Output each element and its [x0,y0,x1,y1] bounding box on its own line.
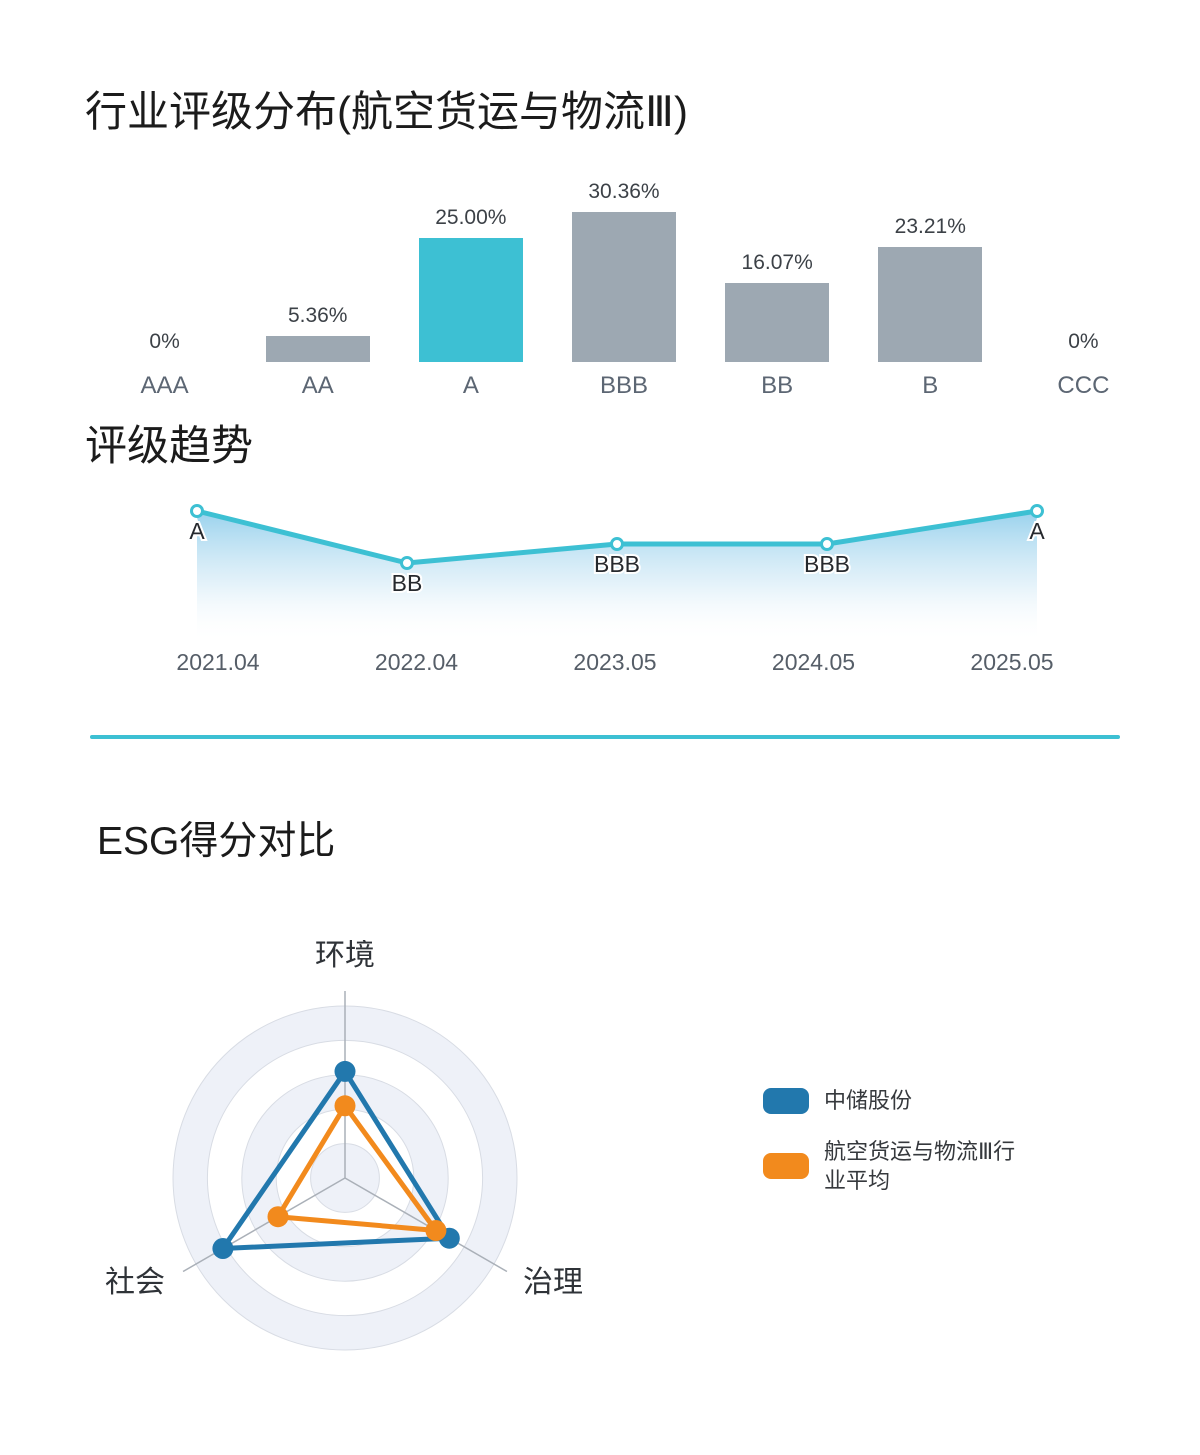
section-divider [90,735,1120,739]
bar-value-label: 23.21% [894,215,966,238]
bar-value-label: 5.36% [287,304,348,327]
radar-point-company-社会 [212,1238,234,1259]
trend-marker-2023.05 [610,537,624,551]
rating-distribution-category-axis: AAA AA A BBB BB B CCC [88,372,1160,400]
bar-A [418,238,523,362]
radar-axis-label-环境: 环境 [315,940,375,972]
bar-AA [265,336,370,362]
legend-label: 航空货运与物流Ⅲ行业平均 [824,1139,1016,1193]
chart-legend: 中储股份航空货运与物流Ⅲ行业平均 [763,1086,1036,1195]
category-label-BBB: BBB [599,372,648,399]
bar-column-AA: 5.36% [241,180,394,362]
trend-point-rating-label: A [1029,518,1045,544]
radar-axis-label-社会: 社会 [105,1266,165,1299]
radar-point-company-环境 [334,1060,356,1082]
trend-x-label-2023.05: 2023.05 [573,649,657,675]
bar-value-label: 25.00% [435,206,507,229]
radar-point-industry-环境 [334,1095,356,1117]
bar-value-label: 0% [149,330,180,353]
radar-point-industry-社会 [267,1206,289,1228]
trend-marker-2021.04 [190,504,204,518]
radar-series-polygon-company [220,1068,452,1251]
radar-axis-label-治理: 治理 [523,1266,583,1299]
esg-comparison-title: ESG得分对比 [97,820,336,863]
legend-item-industry-average[interactable]: 航空货运与物流Ⅲ行业平均 [763,1137,1036,1195]
rating-distribution-bar-chart: 0% 5.36% 25.00% 30.36% 16.07% 23.21% 0% [88,180,1160,362]
category-label-BB: BB [761,372,794,399]
bar-column-BBB: 30.36% [547,180,700,362]
category-label-AA: AA [301,372,334,399]
rating-trend-title: 评级趋势 [85,422,254,469]
trend-x-label-2022.04: 2022.04 [374,649,459,675]
trend-x-label-2025.05: 2025.05 [970,649,1054,675]
trend-point-rating-label: A [189,518,205,544]
trend-marker-2024.05 [820,537,834,551]
legend-label: 中储股份 [824,1088,913,1113]
legend-swatch [763,1087,809,1114]
bar-column-B: 23.21% [854,180,1007,362]
bar-column-CCC: 0% [1007,180,1160,362]
bar-value-label: 0% [1068,330,1099,353]
trend-point-rating-label: BB [392,570,423,596]
radar-series-polygon-industry [275,1103,439,1233]
trend-x-label-2021.04: 2021.04 [176,649,260,675]
radar-spoke [182,1177,346,1273]
bar-column-AAA: 0% [88,180,241,362]
bar-B [878,247,983,362]
category-label-CCC: CCC [1057,372,1110,399]
industry-rating-distribution-title: 行业评级分布(航空货运与物流Ⅲ) [85,88,688,135]
bar-BB [725,283,830,362]
bar-value-label: 16.07% [741,251,813,274]
trend-point-rating-label: BBB [594,551,640,577]
radar-point-industry-治理 [425,1220,447,1241]
rating-trend-chart: A BB BBB BBB A [90,495,1110,647]
bar-BBB [571,212,676,362]
category-label-AAA: AAA [140,372,189,399]
bar-value-label: 30.36% [588,180,660,203]
category-label-B: B [922,372,939,399]
legend-item-company[interactable]: 中储股份 [763,1086,1036,1115]
trend-x-label-2024.05: 2024.05 [771,649,856,675]
trend-marker-2022.04 [400,556,414,570]
legend-swatch [763,1153,809,1179]
category-label-A: A [462,372,479,399]
trend-marker-2025.05 [1030,504,1044,518]
bar-column-BB: 16.07% [701,180,854,362]
radar-spoke [344,1177,508,1273]
rating-trend-x-axis: 2021.04 2022.04 2023.05 2024.05 2025.05 [90,649,1110,679]
trend-point-rating-label: BBB [804,551,850,577]
bar-column-A: 25.00% [394,180,547,362]
